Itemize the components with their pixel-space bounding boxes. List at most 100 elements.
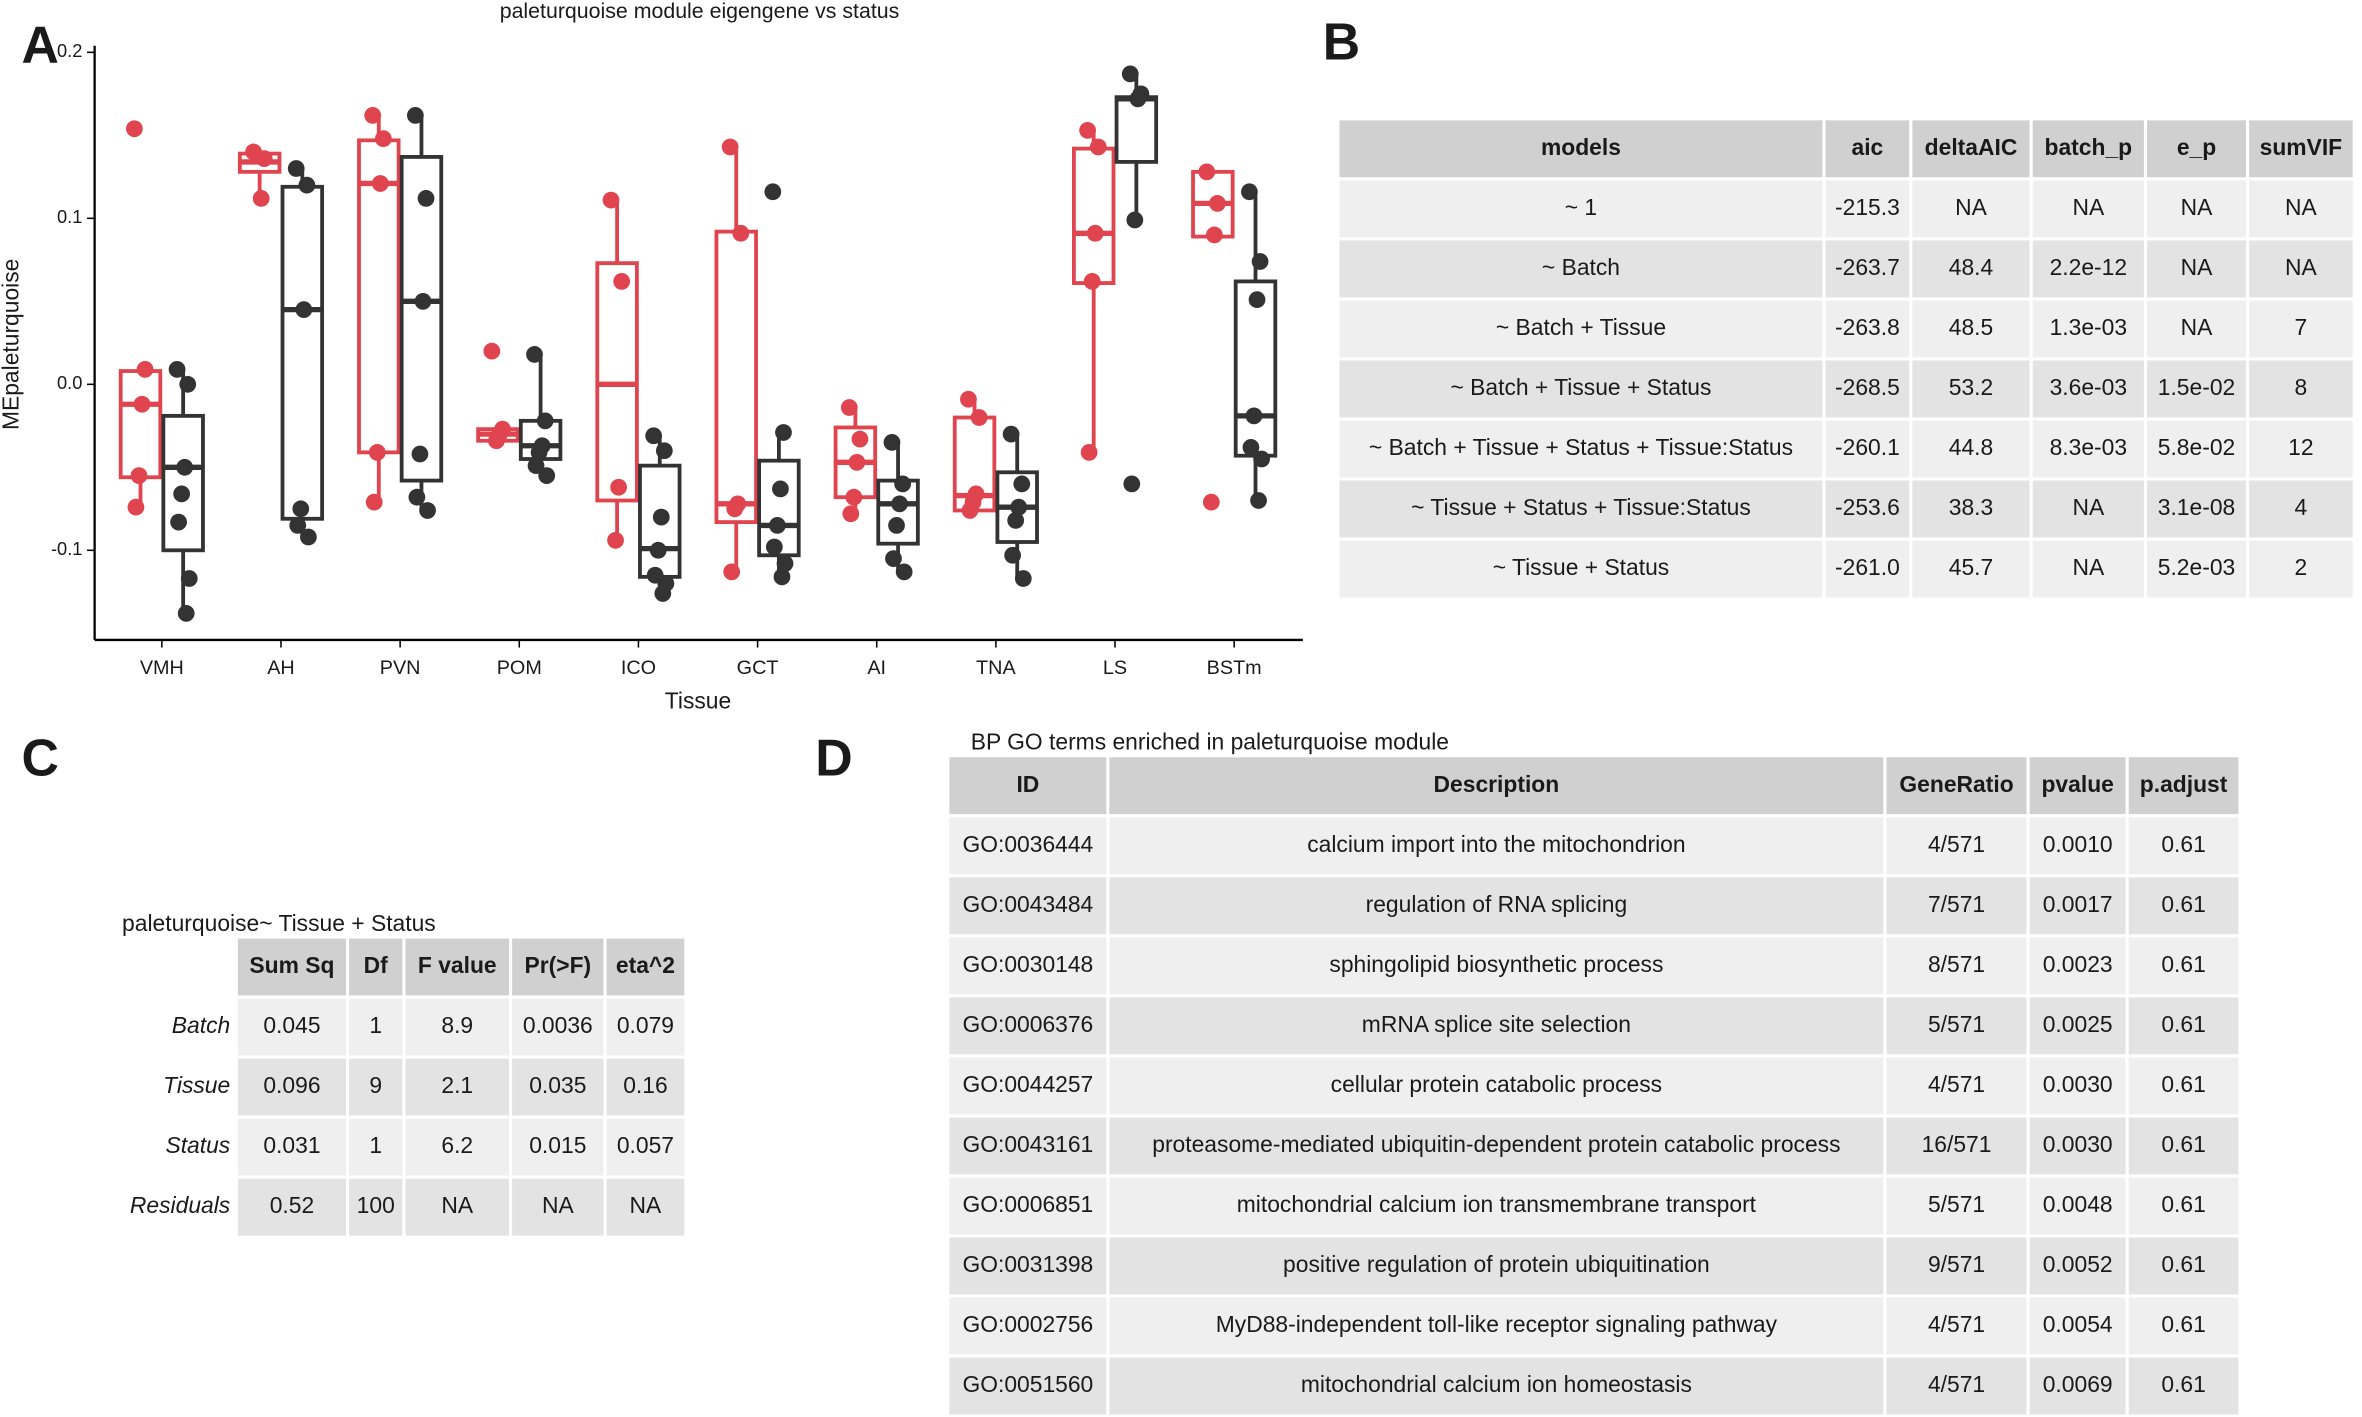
table-cell: [1822, 477, 1913, 541]
cell-text: -263.8: [1835, 314, 1900, 340]
header-cell: [1336, 117, 1826, 181]
cell-text: ~ Batch + Tissue + Status: [1450, 374, 1711, 400]
chart-title: paleturquoise module eigengene vs status: [500, 0, 900, 23]
box: [757, 458, 801, 558]
table-cell: [946, 934, 1110, 998]
cell-text: calcium import into the mitochondrion: [1307, 831, 1685, 857]
cell-text: 0.61: [2161, 1011, 2205, 1037]
point: [840, 399, 858, 416]
cell-text: 0.61: [2161, 1191, 2205, 1217]
table-cell: [402, 1175, 513, 1239]
cell-text: GO:0043484: [962, 891, 1093, 917]
table-cell: [2246, 477, 2356, 541]
y-tick-label: 0.0: [57, 372, 82, 393]
table-cell: [1822, 357, 1913, 421]
point: [177, 604, 195, 622]
y-tick-label: 0.1: [57, 206, 82, 227]
point: [168, 361, 186, 378]
point: [654, 585, 672, 602]
point: [1002, 425, 1020, 443]
cell-text: 0.61: [2161, 951, 2205, 977]
point: [960, 390, 977, 408]
point: [610, 478, 627, 496]
column-header: Pr(>F): [525, 952, 592, 978]
point: [961, 502, 979, 519]
cell-text: 0.079: [617, 1012, 674, 1038]
x-axis-title: Tissue: [665, 687, 731, 713]
table-cell: [1822, 537, 1913, 601]
table-cell: [2026, 1354, 2129, 1417]
cell-text: ~ Batch + Tissue: [1496, 314, 1666, 340]
point: [1080, 443, 1098, 461]
cell-text: NA: [2285, 194, 2317, 220]
point: [773, 568, 791, 586]
point: [133, 395, 151, 413]
point: [845, 488, 863, 506]
table-cell: [1106, 1114, 1887, 1178]
cell-text: 0.035: [529, 1072, 586, 1098]
point: [1205, 226, 1223, 244]
cell-text: 0.031: [263, 1132, 320, 1158]
point: [530, 443, 548, 461]
header-cell: [2125, 754, 2242, 818]
cell-text: 3.6e-03: [2050, 374, 2127, 400]
cell-text: 48.5: [1949, 314, 1993, 340]
column-header: aic: [1852, 134, 1884, 160]
y-axis-title: MEpaleturquoise: [0, 259, 23, 430]
panel-label: A: [21, 15, 58, 73]
table-cell: [2125, 1114, 2242, 1178]
point: [607, 531, 624, 549]
table-cell: [1909, 417, 2033, 481]
table-cell: [2246, 297, 2356, 361]
point: [488, 432, 505, 450]
table-cell: [2125, 1354, 2242, 1417]
point: [655, 442, 673, 460]
cell-text: GO:0002756: [962, 1311, 1093, 1337]
table-cell: [1883, 1354, 2030, 1417]
table-cell: [2125, 994, 2242, 1058]
column-header: ID: [1016, 771, 1039, 797]
point: [411, 445, 429, 463]
point: [417, 190, 435, 207]
table-cell: [2125, 1294, 2242, 1358]
point: [721, 138, 739, 156]
cell-text: positive regulation of protein ubiquitin…: [1283, 1251, 1710, 1277]
cell-text: 12: [2288, 434, 2313, 460]
point: [406, 107, 424, 124]
cell-text: NA: [441, 1192, 473, 1218]
table-cell: [946, 994, 1110, 1058]
cell-text: 1: [369, 1012, 382, 1038]
cell-text: 0.096: [263, 1072, 320, 1098]
point: [776, 555, 794, 572]
point: [885, 550, 902, 567]
point: [1013, 475, 1031, 493]
table-cell: [1883, 814, 2030, 878]
column-header: pvalue: [2041, 771, 2113, 797]
cell-text: 8.3e-03: [2050, 434, 2127, 460]
cell-text: 7/571: [1928, 891, 1985, 917]
row-name: Status: [165, 1132, 230, 1158]
cell-text: ~ Batch: [1542, 254, 1620, 280]
point: [298, 176, 316, 194]
table-cell: [1909, 477, 2033, 541]
point: [130, 467, 148, 484]
cell-text: GO:0051560: [962, 1371, 1093, 1397]
table-cell: [1883, 1054, 2030, 1118]
point: [179, 375, 197, 393]
point: [883, 434, 901, 451]
cell-text: -261.0: [1835, 554, 1900, 580]
x-tick-label: BSTm: [1207, 657, 1262, 679]
cell-text: 0.0025: [2043, 1011, 2113, 1037]
row-name: Tissue: [163, 1072, 230, 1098]
cell-text: 2.1: [441, 1072, 473, 1098]
cell-text: GO:0030148: [962, 951, 1093, 977]
cell-text: GO:0006376: [962, 1011, 1093, 1037]
cell-text: 0.0030: [2043, 1131, 2113, 1157]
cell-text: 0.16: [623, 1072, 667, 1098]
cell-text: 0.61: [2161, 891, 2205, 917]
x-tick-label: VMH: [140, 657, 184, 679]
point: [538, 467, 556, 484]
point: [419, 502, 436, 519]
point: [1248, 291, 1266, 309]
cell-text: 0.61: [2161, 1371, 2205, 1397]
